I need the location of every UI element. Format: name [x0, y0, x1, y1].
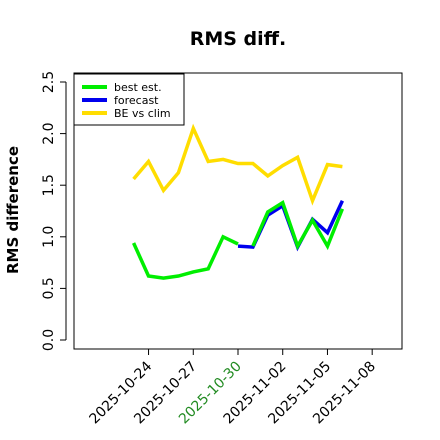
series-line [251, 200, 345, 251]
chart-title: RMS diff. [190, 28, 287, 50]
y-axis: 0.0 0.5 1.0 1.5 2.0 2.5 [41, 71, 67, 351]
legend-label: best est. [114, 81, 162, 94]
y-tick-label: 0.5 [41, 277, 57, 299]
y-tick-label: 2.5 [41, 71, 57, 93]
y-tick-label: 0.0 [41, 329, 57, 351]
y-tick-label: 1.0 [41, 226, 57, 248]
legend-label: forecast [114, 94, 159, 107]
series-layer [132, 123, 345, 280]
y-tick-label: 1.5 [41, 174, 57, 196]
series-line [132, 234, 239, 280]
y-tick-label: 2.0 [41, 122, 57, 144]
x-axis: 2025-10-242025-10-272025-10-302025-11-02… [87, 348, 379, 427]
series-line [132, 123, 343, 206]
legend-label: BE vs clim [114, 107, 171, 120]
y-axis-label: RMS difference [4, 146, 22, 274]
